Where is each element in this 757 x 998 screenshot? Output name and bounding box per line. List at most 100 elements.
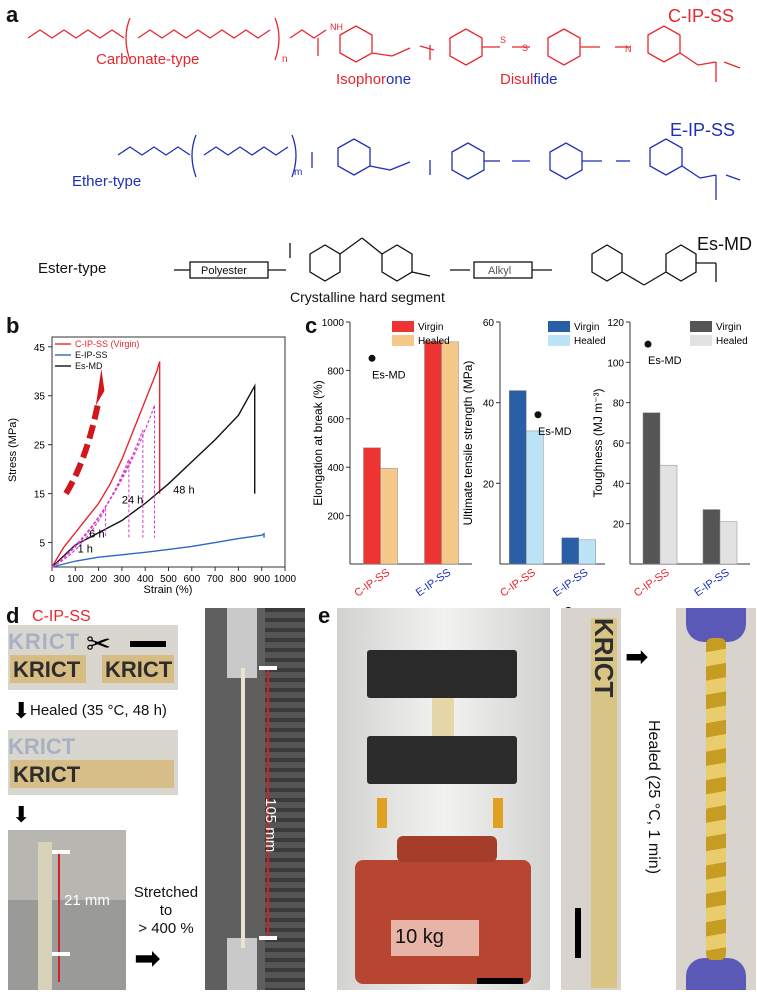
healing-time-label: 6 h [89, 529, 104, 541]
y-tick-label: 35 [34, 392, 46, 403]
y-tick-label: 5 [39, 539, 45, 550]
sample-strip-right [102, 655, 174, 683]
trend-arrow [63, 400, 102, 496]
bar [526, 430, 544, 565]
panel-label-c: c [305, 313, 318, 338]
bar [659, 464, 678, 565]
y-tick-label: 400 [327, 463, 344, 474]
y-tick-label: 20 [613, 520, 625, 531]
krict-watermark: KRICT [8, 629, 81, 654]
y-tick-label: 40 [613, 479, 625, 490]
bar [424, 341, 442, 565]
x-tick-label: 600 [183, 574, 200, 585]
krict-watermark-2: KRICT [8, 734, 76, 759]
legend-swatch [690, 335, 712, 346]
isophorone-label: Isophorone [336, 71, 411, 88]
alkyl-box-label: Alkyl [488, 265, 511, 277]
cipss-structure [27, 17, 741, 82]
polyester-box-label: Polyester [201, 265, 247, 277]
panel-label-d: d [6, 603, 20, 628]
panel-label-e: e [318, 603, 331, 628]
esmd-point [534, 411, 542, 419]
scale-bar-d [130, 641, 166, 647]
krict-logo-right: KRICT [105, 657, 173, 682]
category-label: C-IP-SS [632, 567, 672, 600]
photo-twist-before: KRICT [561, 608, 621, 990]
y-tick-label: 120 [607, 318, 624, 329]
nh-atom: NH [330, 22, 343, 32]
cipss-name: C-IP-SS [668, 6, 734, 26]
series-line [51, 532, 265, 568]
photo-cut-sample: KRICT KRICT KRICT ✂ [8, 625, 178, 690]
length-21mm: 21 mm [64, 892, 110, 909]
y-tick-label: 80 [613, 399, 625, 410]
right-arrow-icon: ➡ [134, 940, 161, 976]
bar [363, 447, 381, 565]
y-axis-label: Toughness (MJ m⁻³) [591, 388, 605, 497]
category-label: C-IP-SS [498, 567, 538, 600]
esmd-point [644, 340, 652, 348]
legend-label: Virgin [418, 322, 443, 333]
category-label: C-IP-SS [352, 567, 392, 600]
legend-label: Healed [716, 336, 748, 347]
n-atom: N [625, 44, 632, 54]
trend-arrow-head [95, 368, 105, 406]
legend-label: C-IP-SS (Virgin) [75, 339, 139, 349]
bar [509, 390, 527, 565]
weight-label: 10 kg [395, 926, 444, 948]
sulfur-atom-2: S [522, 43, 528, 53]
category-label: E-IP-SS [551, 567, 590, 600]
y-tick-label: 200 [327, 512, 344, 523]
photo-twisted-sample [676, 608, 756, 990]
legend-label: E-IP-SS [75, 350, 108, 360]
measure-line-long [267, 670, 269, 940]
panel-d-title: C-IP-SS [32, 608, 91, 625]
x-axis-label: Strain (%) [144, 584, 193, 596]
y-tick-label: 600 [327, 415, 344, 426]
legend-swatch [392, 335, 414, 346]
lower-clamp [367, 736, 517, 784]
y-axis-label: Stress (MPa) [7, 418, 19, 482]
category-label: E-IP-SS [414, 567, 453, 600]
y-tick-label: 100 [607, 358, 624, 369]
x-tick-label: 900 [253, 574, 270, 585]
panel-label-a: a [6, 2, 19, 27]
length-105mm: 105 mm [262, 798, 279, 853]
x-tick-label: 100 [67, 574, 84, 585]
sulfur-atom-1: S [500, 35, 506, 45]
sample-bar [38, 842, 52, 990]
crystalline-label: Crystalline hard segment [290, 289, 445, 305]
mechanical-properties-chart: 200 400 600 800 1000 Elongation at break (%) C… [311, 318, 750, 600]
esmd-annotation: Es-MD [648, 355, 682, 367]
bar [578, 539, 596, 565]
legend-label: Es-MD [75, 361, 103, 371]
stretched-strip [241, 668, 245, 948]
esmd-name: Es-MD [697, 234, 752, 254]
photo-healed-sample: KRICT KRICT [8, 730, 178, 795]
chemical-structures: Carbonate-type n Isophorone Disulfide S … [27, 6, 752, 305]
esmd-annotation: Es-MD [372, 369, 406, 381]
ester-label: Ester-type [38, 260, 106, 277]
repeat-n: n [282, 54, 288, 65]
bar [441, 341, 459, 565]
upper-clamp [367, 650, 517, 698]
healed-condition-f: Healed (25 °C, 1 min) [645, 720, 662, 875]
y-tick-label: 1000 [322, 318, 345, 329]
x-tick-label: 500 [160, 574, 177, 585]
photo-before-stretch: 21 mm [8, 830, 126, 990]
eipss-name: E-IP-SS [670, 120, 735, 140]
y-tick-label: 25 [34, 441, 46, 452]
bar [719, 521, 738, 565]
legend-swatch [690, 321, 712, 332]
stretched-label: Stretched to > 400 % [133, 884, 199, 937]
right-arrow-icon-f: ➡ [625, 641, 649, 672]
panel-label-b: b [6, 313, 20, 338]
category-label: E-IP-SS [692, 567, 731, 600]
healed-curve [51, 507, 107, 568]
y-tick-label: 20 [483, 479, 495, 490]
eipss-structure [117, 134, 741, 200]
krict-logo-f: KRICT [589, 618, 619, 698]
y-tick-label: 45 [34, 343, 46, 354]
esmd-annotation: Es-MD [538, 426, 572, 438]
scale-bar-f [575, 908, 581, 958]
